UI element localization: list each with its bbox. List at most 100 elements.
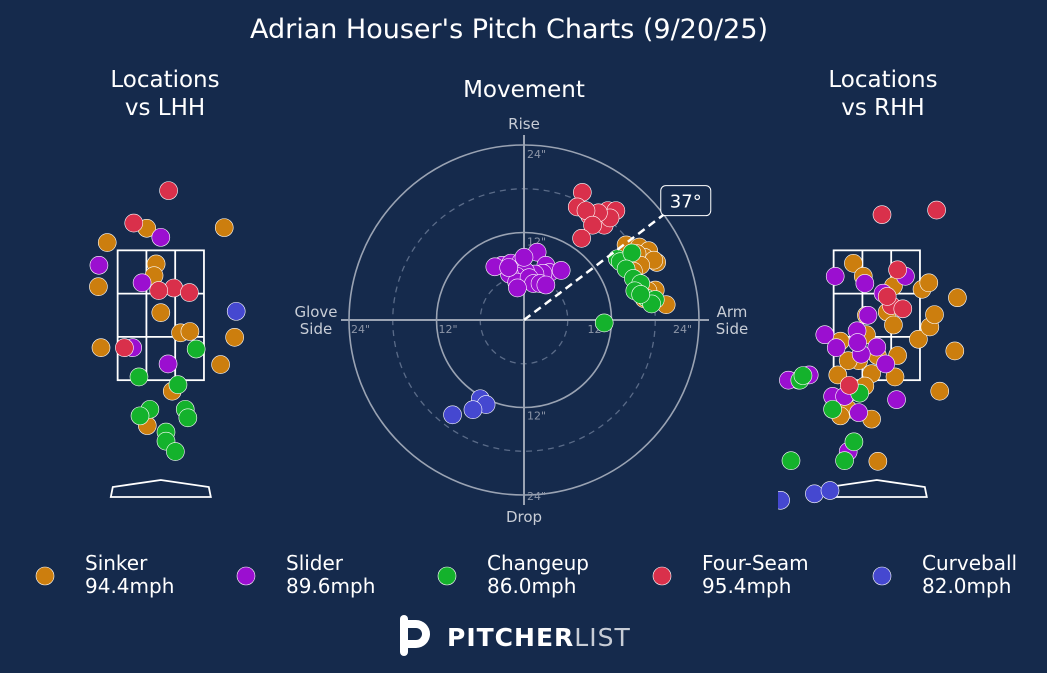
legend-pitch-name: Sinker: [85, 551, 148, 575]
rhh-location-panel: [778, 200, 967, 510]
pitch-point-slider: [887, 390, 906, 409]
pitch-point-changeup: [781, 451, 801, 470]
pitch-point-four-seam: [149, 281, 169, 300]
pitch-point-sinker: [151, 303, 171, 322]
movement-point-changeup: [594, 313, 614, 333]
legend-marker: [872, 566, 892, 586]
pitch-point-four-seam: [115, 338, 134, 358]
pitch-point-curveball: [820, 481, 840, 500]
movement-point-slider: [499, 258, 518, 277]
pitch-point-four-seam: [927, 200, 946, 220]
pitch-point-sinker: [925, 305, 944, 324]
pitch-point-sinker: [211, 355, 230, 374]
legend-marker: [236, 566, 256, 586]
pitch-point-slider: [826, 338, 846, 358]
movement-point-changeup: [631, 285, 650, 304]
pitch-point-changeup: [129, 367, 149, 387]
legend-pitch-speed: 86.0mph: [487, 574, 576, 598]
pitch-point-slider: [815, 325, 835, 345]
movement-point-curveball: [443, 405, 462, 425]
home-plate: [825, 479, 928, 498]
pitch-point-sinker: [919, 273, 939, 293]
pitch-point-sinker: [948, 288, 967, 308]
lhh-panel-title: Locations vs LHH: [110, 67, 219, 121]
arm-angle-line: [523, 213, 665, 321]
pitch-point-changeup: [166, 442, 185, 461]
pitch-point-curveball: [226, 302, 246, 321]
pitch-point-sinker: [844, 254, 863, 273]
legend-pitch-speed: 94.4mph: [85, 574, 174, 598]
pitch-point-four-seam: [839, 376, 859, 395]
pitch-point-changeup: [823, 400, 842, 419]
pitch-point-changeup: [793, 366, 813, 385]
pitch-point-four-seam: [159, 181, 178, 200]
pitcherlist-logo-text: PITCHERLIST: [447, 623, 631, 652]
movement-point-changeup: [622, 243, 642, 263]
pitch-point-curveball: [805, 484, 824, 504]
pitch-point-sinker: [97, 233, 117, 252]
ring-label: 12": [439, 323, 458, 336]
legend-marker: [35, 566, 55, 586]
legend-pitch-name: Four-Seam: [702, 551, 809, 575]
arm-angle-label: 37°: [670, 192, 702, 213]
pitch-point-sinker: [89, 277, 108, 297]
ring-label: 24": [527, 148, 546, 161]
legend-pitch-speed: 95.4mph: [702, 574, 791, 598]
lhh-location-panel: [89, 181, 246, 498]
legend-pitch-speed: 89.6mph: [286, 574, 375, 598]
pitch-point-four-seam: [888, 260, 907, 280]
axis-label-arm-side: Arm Side: [716, 303, 748, 338]
legend-marker: [437, 566, 457, 586]
pitch-point-four-seam: [893, 299, 913, 319]
pitch-point-sinker: [868, 452, 888, 471]
pitch-point-sinker: [180, 322, 200, 341]
pitch-point-slider: [855, 274, 875, 293]
axis-label-rise: Rise: [508, 115, 540, 133]
movement-point-curveball: [463, 400, 483, 419]
movement-point-slider: [508, 278, 527, 298]
axis-label-drop: Drop: [506, 508, 542, 526]
ring-label: 12": [527, 410, 546, 423]
pitch-point-changeup: [168, 375, 188, 395]
pitch-point-changeup: [835, 451, 854, 470]
pitcherlist-logo: PITCHERLIST: [400, 615, 631, 656]
pitch-point-slider: [849, 403, 868, 422]
pitch-point-sinker: [884, 315, 903, 335]
pitcherlist-logo-icon: [400, 615, 430, 656]
home-plate: [109, 479, 212, 498]
movement-point-four-seam: [583, 215, 602, 235]
pitch-point-slider: [858, 305, 878, 325]
axis-label-glove-side: Glove Side: [294, 303, 337, 338]
pitch-point-sinker: [225, 328, 244, 347]
legend-pitch-speed: 82.0mph: [922, 574, 1011, 598]
pitch-point-sinker: [91, 338, 111, 358]
pitch-point-four-seam: [180, 283, 199, 302]
pitch-point-changeup: [186, 339, 206, 359]
pitch-point-sinker: [909, 329, 928, 349]
movement-panel-title: Movement: [463, 77, 585, 103]
arm-angle-badge: [660, 185, 712, 217]
pitch-point-changeup: [178, 408, 198, 428]
pitch-point-four-seam: [124, 213, 144, 233]
ring-label: 24": [527, 490, 546, 503]
movement-point-slider: [536, 275, 556, 295]
pitch-point-changeup: [130, 406, 150, 426]
pitch-point-slider: [825, 267, 845, 286]
pitch-point-slider: [132, 273, 152, 293]
pitch-point-curveball: [778, 490, 790, 510]
pitch-point-slider: [89, 255, 109, 275]
movement-point-four-seam: [572, 229, 591, 248]
pitch-point-four-seam: [872, 205, 892, 224]
pitch-point-sinker: [214, 218, 234, 237]
pitch-point-slider: [867, 337, 887, 357]
movement-point-slider: [551, 261, 571, 280]
ring-label: 24": [673, 323, 692, 336]
legend-pitch-name: Curveball: [922, 551, 1017, 575]
ring-label: 24": [351, 323, 370, 336]
